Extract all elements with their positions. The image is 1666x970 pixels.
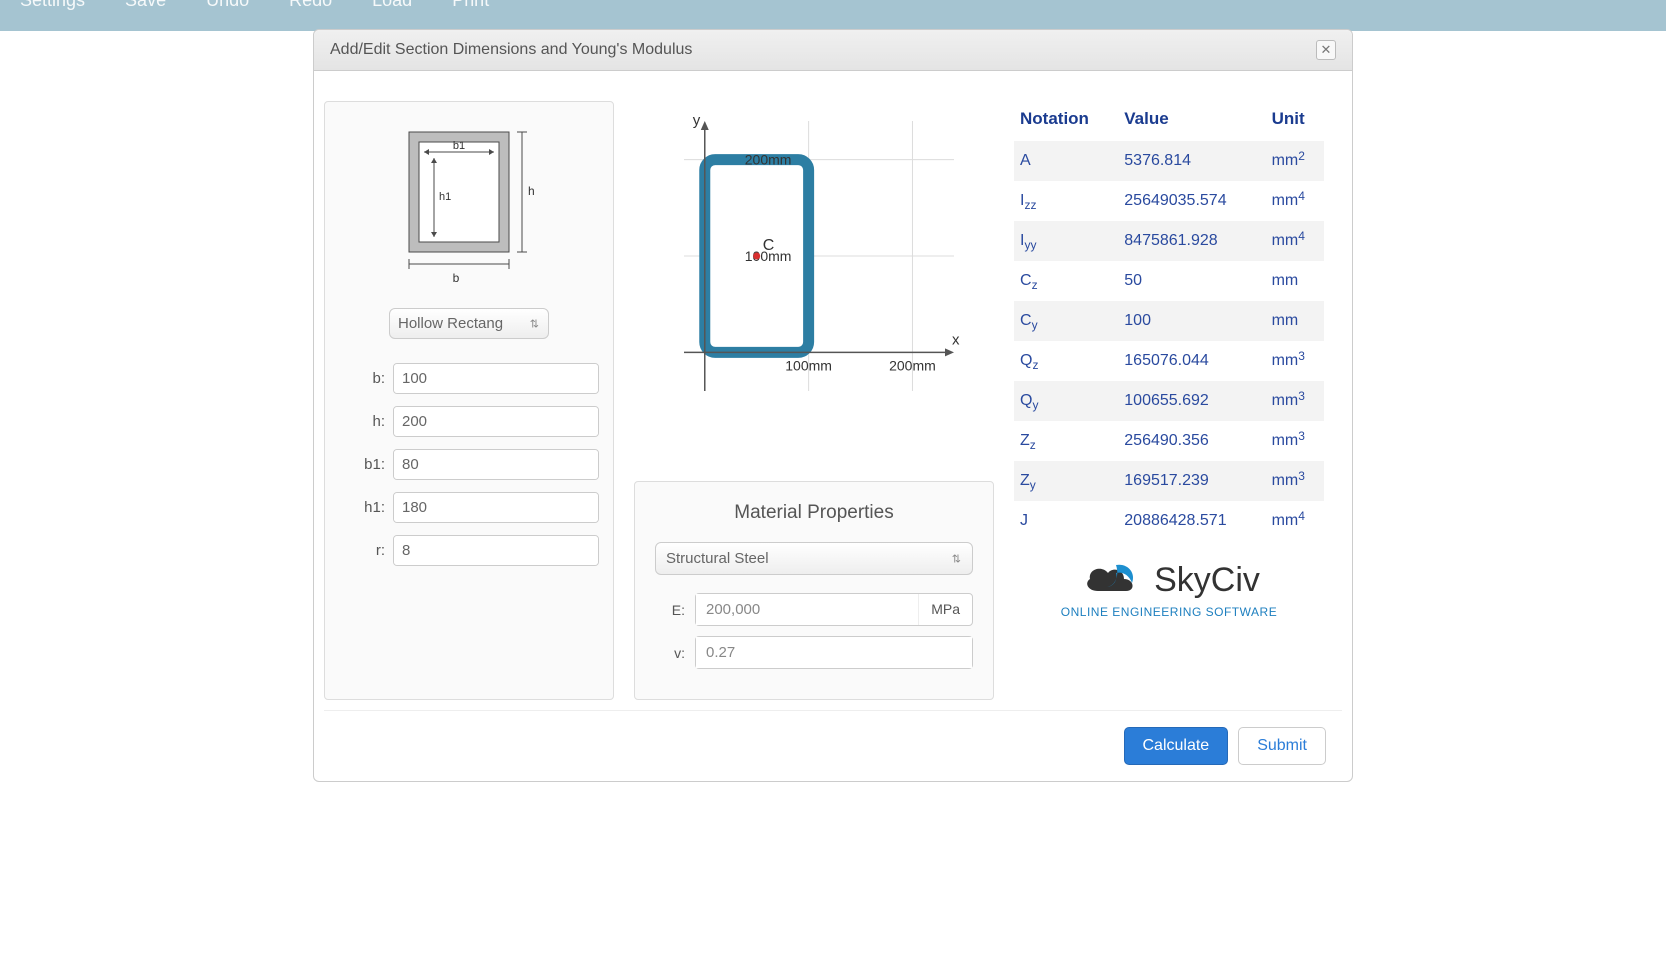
app-topbar: Settings Save Undo Redo Load Print	[0, 0, 1666, 31]
cell-value: 165076.044	[1118, 341, 1265, 381]
dialog-title: Add/Edit Section Dimensions and Young's …	[330, 41, 692, 59]
cell-unit: mm4	[1266, 221, 1324, 261]
results-row: Qz165076.044mm3	[1014, 341, 1324, 381]
poisson-input[interactable]	[696, 637, 972, 668]
cell-notation: Cz	[1014, 261, 1118, 301]
menu-redo[interactable]: Redo	[289, 0, 332, 11]
cell-value: 20886428.571	[1118, 501, 1265, 541]
svg-text:b1: b1	[453, 140, 465, 152]
cell-unit: mm3	[1266, 461, 1324, 501]
section-input-panel: h b b1 h1	[324, 101, 614, 700]
results-row: Cy100mm	[1014, 301, 1324, 341]
col-unit: Unit	[1266, 101, 1324, 141]
dimension-input[interactable]	[394, 407, 599, 436]
skyciv-logo: SkyCiv ONLINE ENGINEERING SOFTWARE	[1014, 557, 1324, 619]
results-table: Notation Value Unit A5376.814mm2Izz25649…	[1014, 101, 1324, 541]
dimension-label: h1:	[339, 499, 385, 516]
cloud-icon	[1078, 557, 1148, 603]
section-preview-chart: yx100mm200mm100mm200mmC	[644, 101, 984, 441]
cell-value: 100655.692	[1118, 381, 1265, 421]
cell-value: 100	[1118, 301, 1265, 341]
dimension-row: h:mm	[339, 406, 599, 437]
cell-unit: mm4	[1266, 501, 1324, 541]
submit-button[interactable]: Submit	[1238, 727, 1326, 765]
results-row: Zy169517.239mm3	[1014, 461, 1324, 501]
svg-text:x: x	[952, 331, 960, 348]
dimension-row: b1:mm	[339, 449, 599, 480]
results-row: Izz25649035.574mm4	[1014, 181, 1324, 221]
dimension-label: r:	[339, 542, 385, 559]
dimension-input[interactable]	[394, 493, 599, 522]
menu-print[interactable]: Print	[452, 0, 489, 11]
youngs-modulus-label: E:	[655, 602, 685, 618]
results-row: Zz256490.356mm3	[1014, 421, 1324, 461]
col-notation: Notation	[1014, 101, 1118, 141]
dimension-row: b:mm	[339, 363, 599, 394]
cell-notation: Zy	[1014, 461, 1118, 501]
svg-text:200mm: 200mm	[889, 357, 936, 373]
poisson-label: v:	[655, 645, 685, 661]
svg-text:100mm: 100mm	[785, 357, 832, 373]
results-row: Qy100655.692mm3	[1014, 381, 1324, 421]
youngs-modulus-unit: MPa	[918, 594, 972, 625]
material-properties-panel: Material Properties Structural Steel ⇅ E…	[634, 481, 994, 700]
svg-text:h1: h1	[439, 191, 451, 203]
cell-unit: mm2	[1266, 141, 1324, 181]
cell-value: 50	[1118, 261, 1265, 301]
results-row: Iyy8475861.928mm4	[1014, 221, 1324, 261]
logo-text: SkyCiv	[1154, 561, 1260, 600]
cell-notation: Iyy	[1014, 221, 1118, 261]
cell-notation: Cy	[1014, 301, 1118, 341]
svg-text:200mm: 200mm	[745, 152, 792, 168]
col-value: Value	[1118, 101, 1265, 141]
cell-notation: Izz	[1014, 181, 1118, 221]
cell-unit: mm3	[1266, 341, 1324, 381]
dimension-row: h1:mm	[339, 492, 599, 523]
results-row: Cz50mm	[1014, 261, 1324, 301]
dimension-input[interactable]	[394, 450, 599, 479]
menu-load[interactable]: Load	[372, 0, 412, 11]
cell-unit: mm4	[1266, 181, 1324, 221]
cell-unit: mm	[1266, 261, 1324, 301]
youngs-modulus-input[interactable]	[696, 594, 918, 625]
dialog-header: Add/Edit Section Dimensions and Young's …	[314, 30, 1352, 71]
close-icon[interactable]: ✕	[1316, 40, 1336, 60]
cell-notation: Qz	[1014, 341, 1118, 381]
dimension-label: b1:	[339, 456, 385, 473]
shape-type-select[interactable]: Hollow Rectang	[389, 308, 549, 339]
material-select[interactable]: Structural Steel	[655, 542, 973, 575]
menu-undo[interactable]: Undo	[206, 0, 249, 11]
dimension-row: r:mm	[339, 535, 599, 566]
svg-text:h: h	[528, 184, 535, 198]
section-reference-diagram: h b b1 h1	[374, 122, 564, 292]
dimension-label: h:	[339, 413, 385, 430]
logo-tagline: ONLINE ENGINEERING SOFTWARE	[1014, 605, 1324, 619]
svg-text:y: y	[693, 112, 701, 129]
results-row: A5376.814mm2	[1014, 141, 1324, 181]
section-dialog: Add/Edit Section Dimensions and Young's …	[313, 29, 1353, 782]
svg-text:C: C	[763, 237, 775, 254]
dimension-input[interactable]	[394, 364, 599, 393]
results-row: J20886428.571mm4	[1014, 501, 1324, 541]
cell-notation: Zz	[1014, 421, 1118, 461]
material-title: Material Properties	[655, 502, 973, 524]
svg-text:b: b	[453, 271, 460, 285]
cell-value: 5376.814	[1118, 141, 1265, 181]
cell-unit: mm3	[1266, 381, 1324, 421]
cell-unit: mm	[1266, 301, 1324, 341]
menu-settings[interactable]: Settings	[20, 0, 85, 11]
cell-notation: A	[1014, 141, 1118, 181]
menu-save[interactable]: Save	[125, 0, 166, 11]
cell-notation: Qy	[1014, 381, 1118, 421]
dialog-footer: Calculate Submit	[324, 710, 1342, 781]
cell-value: 8475861.928	[1118, 221, 1265, 261]
dimension-input[interactable]	[394, 536, 599, 565]
dimension-label: b:	[339, 370, 385, 387]
cell-value: 256490.356	[1118, 421, 1265, 461]
cell-unit: mm3	[1266, 421, 1324, 461]
cell-value: 25649035.574	[1118, 181, 1265, 221]
calculate-button[interactable]: Calculate	[1124, 727, 1229, 765]
cell-notation: J	[1014, 501, 1118, 541]
cell-value: 169517.239	[1118, 461, 1265, 501]
